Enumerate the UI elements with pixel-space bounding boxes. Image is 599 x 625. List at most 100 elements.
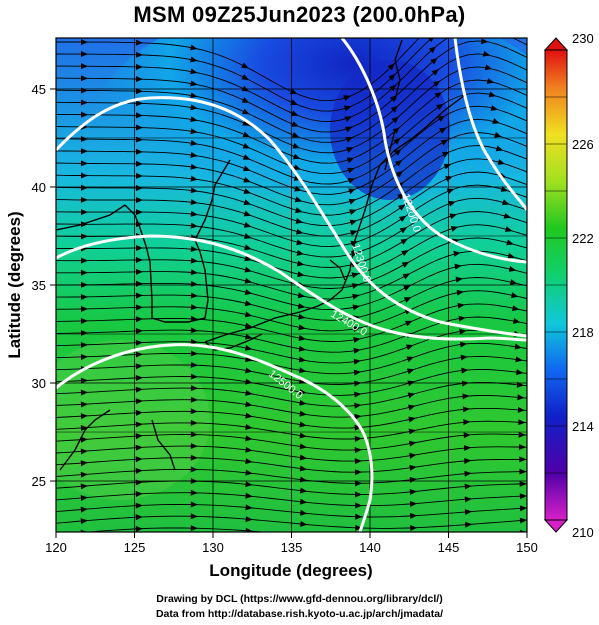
streamline-arrow [290, 110, 299, 116]
streamline-arrow [437, 115, 446, 122]
streamline-arrow [497, 159, 506, 165]
y-tick-label: 30 [32, 376, 46, 391]
streamline-arrow [190, 292, 198, 299]
streamline-arrow [190, 385, 198, 392]
streamline-arrow [448, 200, 456, 207]
streamline-arrow [503, 212, 512, 219]
streamline-arrow [245, 516, 253, 523]
streamline-arrow [80, 448, 88, 455]
streamline-arrow [296, 250, 305, 256]
streamline-arrow [299, 443, 307, 450]
streamline-arrow [190, 104, 198, 111]
streamline-arrow [392, 127, 400, 135]
streamline-arrow [346, 157, 355, 164]
streamline-arrow [244, 255, 252, 262]
streamline-arrow [401, 261, 410, 268]
streamline-arrow [190, 513, 198, 520]
streamline-arrow [80, 63, 88, 70]
streamline-arrow [352, 304, 360, 311]
streamline-arrow [354, 447, 362, 454]
streamline-arrow [135, 39, 143, 46]
streamline-arrow [136, 209, 143, 216]
streamline-arrow [190, 466, 198, 473]
streamline-arrow [80, 341, 88, 348]
streamline-arrow [245, 469, 253, 476]
streamline-arrow [510, 292, 519, 299]
streamline-arrow [463, 445, 472, 451]
streamline-arrow [244, 289, 253, 295]
streamline-arrow [343, 105, 352, 112]
streamline-arrow [431, 69, 439, 76]
streamline-arrow [464, 496, 472, 503]
streamline-arrow [449, 213, 458, 220]
streamline-arrow [508, 266, 517, 272]
streamline-arrow [436, 103, 444, 111]
gridlines [56, 38, 527, 532]
streamline-arrow [135, 525, 143, 532]
streamline-arrow [515, 356, 523, 363]
streamline-arrow [298, 324, 306, 331]
streamline-arrow [409, 488, 417, 495]
streamline-arrow [461, 380, 470, 387]
streamline-arrow [80, 471, 88, 478]
streamline-arrow [135, 160, 143, 167]
streamline-arrow [80, 99, 88, 106]
colorbar-tick-label: 218 [572, 325, 594, 340]
streamline-arrow [439, 127, 447, 134]
streamline-arrow [136, 245, 143, 251]
streamline-arrow [135, 51, 143, 58]
streamline-arrow [190, 246, 198, 253]
streamline-arrow [458, 315, 466, 322]
streamline-arrow [245, 389, 253, 396]
streamline-arrow [80, 460, 88, 467]
streamline-arrow [507, 252, 516, 259]
streamline-arrow [353, 347, 361, 354]
streamline-arrow [245, 527, 253, 532]
streamline-arrow [391, 116, 399, 124]
streamline-arrow [190, 362, 198, 368]
streamline-arrow [80, 389, 88, 396]
streamline-arrow [135, 100, 143, 107]
coastlines [56, 39, 466, 471]
streamline-arrow [296, 228, 304, 235]
streamline-arrow [135, 185, 143, 192]
streamline-arrow [464, 483, 472, 490]
streamline-arrow [190, 56, 198, 63]
streamline-arrow [519, 493, 527, 500]
streamline-arrow [190, 44, 198, 51]
streamline-arrow [504, 226, 513, 233]
streamline-arrow [482, 50, 491, 57]
streamline-arrow [464, 470, 472, 477]
streamline-arrow [459, 341, 468, 348]
streamline-arrow [344, 116, 353, 122]
streamline-arrow [80, 306, 88, 313]
streamline-arrow [348, 188, 356, 195]
streamline-arrow [408, 416, 416, 423]
streamline-arrow [242, 120, 250, 126]
streamline-arrow [410, 537, 417, 543]
streamline-arrow [394, 159, 403, 167]
streamline-arrow [298, 335, 306, 341]
contour-12500 [56, 343, 374, 532]
streamline-arrow [190, 151, 198, 158]
streamline-arrow [394, 148, 402, 156]
streamline-arrow [465, 534, 472, 541]
streamline-arrow [390, 105, 399, 113]
streamline-arrow [242, 108, 250, 115]
streamline-arrow [241, 74, 249, 80]
streamline-arrow [454, 263, 462, 270]
streamline-arrow [241, 97, 250, 103]
streamline-arrow [245, 504, 253, 511]
streamline-arrow [80, 111, 88, 118]
x-tick-label: 120 [45, 540, 67, 555]
streamline-arrow [135, 456, 143, 463]
streamline-arrow [244, 277, 253, 284]
streamline-arrow [242, 142, 251, 149]
streamline-arrow [495, 145, 504, 152]
x-axis-label: Longitude (degrees) [209, 561, 372, 580]
streamline-arrow [245, 458, 253, 465]
streamline-arrow [518, 431, 526, 438]
streamline-arrow [345, 136, 354, 143]
streamline-arrow [445, 176, 453, 182]
streamline-arrow [300, 498, 308, 505]
